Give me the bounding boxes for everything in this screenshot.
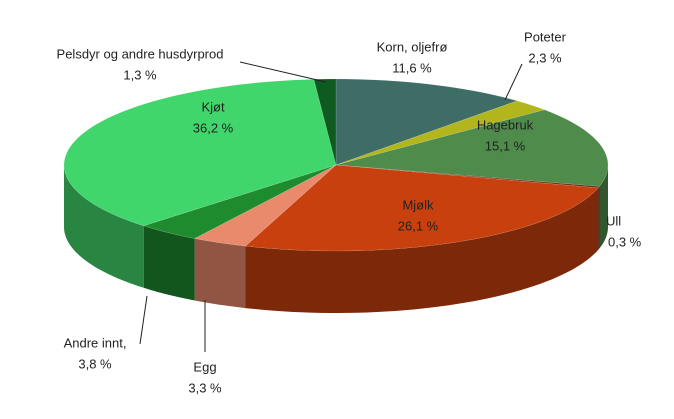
pie-side bbox=[598, 186, 600, 250]
leader-line bbox=[504, 63, 523, 101]
pie-slice bbox=[142, 164, 337, 239]
pie-side bbox=[143, 225, 195, 301]
leader-line bbox=[139, 295, 148, 345]
slice-label: Andre innt, bbox=[64, 335, 127, 350]
slice-label: Korn, oljefrø bbox=[377, 39, 448, 54]
pie-slice bbox=[193, 164, 337, 247]
pie-slice bbox=[244, 164, 599, 252]
leader-line bbox=[239, 61, 327, 83]
value-label: 0,3 % bbox=[608, 234, 642, 249]
value-label: 3,8 % bbox=[78, 356, 112, 371]
value-label: 2,3 % bbox=[528, 50, 562, 65]
slice-label: Poteter bbox=[524, 29, 567, 44]
pie-slice bbox=[335, 109, 609, 187]
value-label: 36,2 % bbox=[193, 120, 234, 135]
pie-slice bbox=[335, 78, 518, 166]
slice-label: Mjølk bbox=[402, 197, 434, 212]
value-label: 15,1 % bbox=[485, 138, 526, 153]
pie-slice bbox=[313, 78, 337, 166]
pie-side bbox=[599, 165, 608, 249]
value-label: 26,1 % bbox=[398, 218, 439, 233]
slice-label: Kjøt bbox=[201, 99, 225, 114]
pie-side bbox=[194, 238, 246, 309]
pie-side bbox=[64, 165, 144, 288]
slice-label: Pelsdyr og andre husdyrprod bbox=[57, 46, 224, 61]
slice-label: Ull bbox=[606, 213, 621, 228]
value-label: 3,3 % bbox=[188, 380, 222, 395]
value-label: 11,6 % bbox=[392, 60, 432, 75]
slice-label: Egg bbox=[193, 359, 216, 374]
value-label: 1,3 % bbox=[123, 67, 157, 82]
pie-slice bbox=[63, 79, 337, 227]
slice-label: Hagebruk bbox=[477, 117, 534, 132]
pie-slice bbox=[335, 100, 546, 166]
pie-side bbox=[245, 187, 599, 313]
